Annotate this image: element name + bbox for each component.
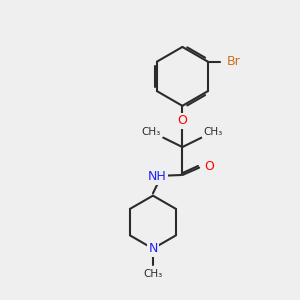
Text: O: O <box>178 114 187 127</box>
Text: CH₃: CH₃ <box>204 127 223 137</box>
Text: NH: NH <box>148 170 166 183</box>
Text: CH₃: CH₃ <box>143 269 163 279</box>
Text: Br: Br <box>227 55 241 68</box>
Text: O: O <box>204 160 214 173</box>
Text: CH₃: CH₃ <box>142 127 161 137</box>
Text: N: N <box>148 242 158 255</box>
